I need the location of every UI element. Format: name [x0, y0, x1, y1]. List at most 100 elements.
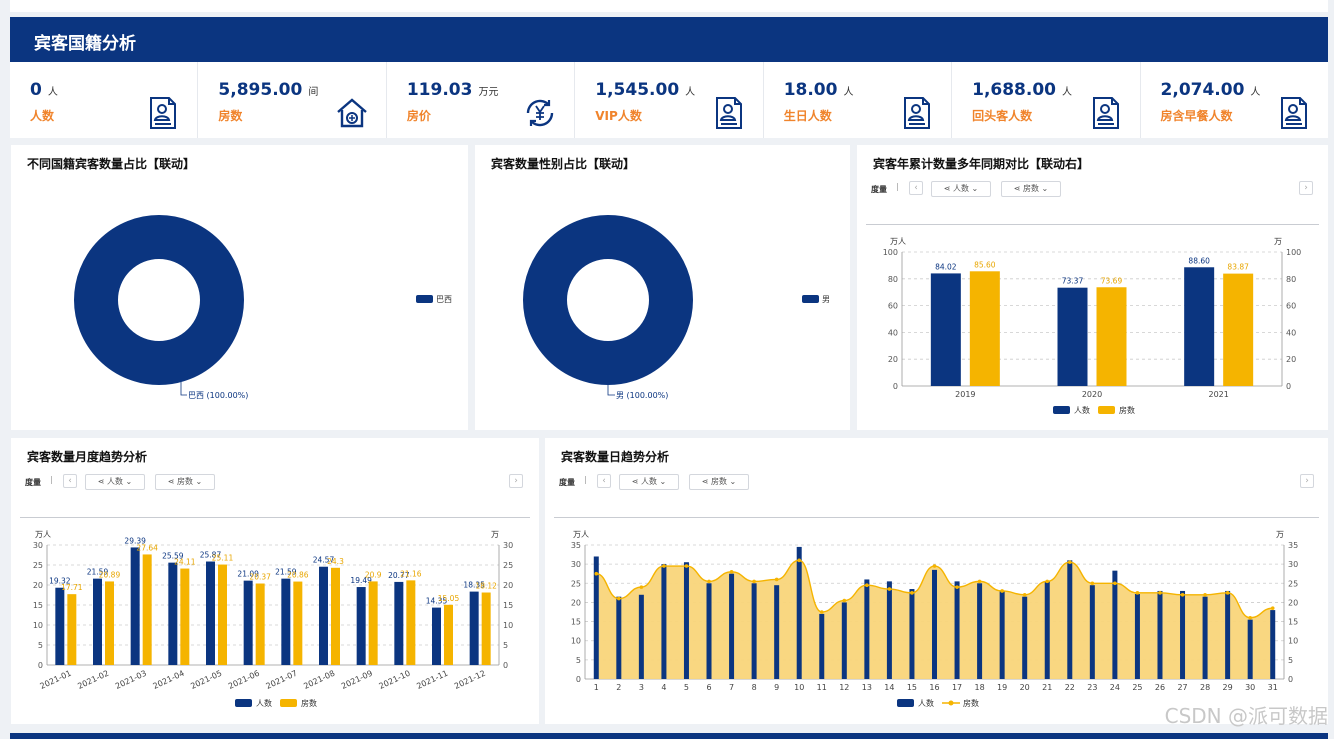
kpi-card-birthday[interactable]: 18.00 人 生日人数	[763, 62, 953, 138]
legend-item[interactable]: 房数	[963, 698, 979, 708]
bar-人数-27[interactable]	[1180, 590, 1186, 679]
bar-人数-2021-03[interactable]	[130, 547, 140, 665]
scroll-left-button[interactable]: ‹	[597, 474, 611, 488]
bar-人数-31[interactable]	[1270, 610, 1276, 679]
bar-人数-2021-06[interactable]	[243, 580, 253, 665]
donut-slice-brazil[interactable]	[74, 215, 244, 385]
bar-房数-2021-07[interactable]	[293, 581, 303, 665]
scroll-right-button[interactable]: ›	[1300, 474, 1314, 488]
data-label: 24.11	[174, 558, 196, 567]
bar-人数-2021-12[interactable]	[469, 591, 479, 665]
bar-房数-2021-08[interactable]	[331, 567, 340, 665]
bar-人数-3[interactable]	[638, 594, 644, 679]
bar-人数-14[interactable]	[886, 581, 892, 679]
bar-人数-6[interactable]	[706, 583, 712, 679]
bar-人数-10[interactable]	[796, 546, 802, 679]
donut-slice-male[interactable]	[523, 215, 693, 385]
bar-人数-23[interactable]	[1089, 585, 1095, 679]
bar-人数-1[interactable]	[593, 556, 599, 679]
bar-人数-2021-02[interactable]	[93, 578, 102, 665]
bar-人数-7[interactable]	[729, 573, 735, 679]
line-point	[639, 585, 644, 589]
kpi-value: 18.00 人	[783, 80, 854, 100]
bar-房数-2021-02[interactable]	[105, 581, 114, 665]
legend-item[interactable]: 男	[822, 295, 830, 304]
legend-item[interactable]: 房数	[301, 698, 317, 708]
legend-swatch[interactable]	[416, 295, 433, 303]
bar-人数-2021-01[interactable]	[55, 587, 65, 665]
bar-人数-2021-11[interactable]	[432, 607, 441, 665]
kpi-card-rooms[interactable]: 5,895.00 间 房数	[198, 62, 387, 138]
bar-人数-2[interactable]	[616, 596, 622, 679]
bar-人数-22[interactable]	[1067, 560, 1073, 679]
bar-房数-2021-12[interactable]	[481, 592, 491, 665]
bar-人数-2021-05[interactable]	[206, 561, 215, 665]
bar-人数-2021-04[interactable]	[168, 562, 178, 665]
legend-item[interactable]: 人数	[918, 698, 934, 708]
scroll-left-button[interactable]: ‹	[63, 474, 77, 488]
bar-人数-9[interactable]	[774, 585, 780, 679]
scroll-right-button[interactable]: ›	[1299, 181, 1313, 195]
kpi-card-price[interactable]: 119.03 万元 房价	[386, 62, 576, 138]
measure-button-guests[interactable]: ⋖ 人数 ⌄	[931, 181, 991, 197]
bar-人数-12[interactable]	[841, 602, 847, 679]
bar-人数-18[interactable]	[977, 583, 983, 679]
bar-房数-2021-10[interactable]	[406, 580, 416, 665]
bar-人数-2021-09[interactable]	[356, 587, 366, 665]
bar-人数-26[interactable]	[1157, 590, 1163, 679]
bar-人数-16[interactable]	[932, 569, 937, 679]
measure-button-rooms[interactable]: ⋖ 房数 ⌄	[1001, 181, 1061, 197]
measure-button-rooms[interactable]: ⋖ 房数 ⌄	[689, 474, 749, 490]
bar-房数-2021-01[interactable]	[67, 594, 77, 665]
bar-房数-2019[interactable]	[969, 271, 1000, 386]
legend-swatch[interactable]	[802, 295, 819, 303]
kpi-card-returning[interactable]: 1,688.00 人 回头客人数	[952, 62, 1141, 138]
legend-item[interactable]: 房数	[1119, 405, 1135, 415]
bar-人数-13[interactable]	[864, 579, 870, 679]
bar-人数-21[interactable]	[1044, 581, 1050, 679]
x-tick-label: 2021-09	[340, 669, 374, 691]
bar-人数-2021-07[interactable]	[281, 578, 291, 665]
legend-item[interactable]: 人数	[1074, 405, 1090, 415]
measure-button-guests[interactable]: ⋖ 人数 ⌄	[619, 474, 679, 490]
scroll-left-button[interactable]: ‹	[909, 181, 923, 195]
panel-title: 宾客数量月度趋势分析	[27, 450, 148, 464]
legend-item[interactable]: 人数	[256, 698, 272, 708]
bar-人数-25[interactable]	[1134, 594, 1140, 679]
bar-人数-8[interactable]	[751, 583, 757, 679]
kpi-value: 119.03 万元	[406, 80, 499, 100]
bar-人数-24[interactable]	[1112, 570, 1118, 679]
measure-button-guests[interactable]: ⋖ 人数 ⌄	[85, 474, 145, 490]
scroll-right-button[interactable]: ›	[509, 474, 523, 488]
bar-人数-28[interactable]	[1202, 596, 1208, 679]
bar-人数-2021-10[interactable]	[394, 581, 404, 665]
bar-人数-15[interactable]	[909, 589, 915, 679]
kpi-card-breakfast[interactable]: 2,074.00 人 房含早餐人数	[1140, 62, 1328, 138]
bar-人数-29[interactable]	[1225, 590, 1231, 679]
kpi-card-vip[interactable]: 1,545.00 人 VIP人数	[575, 62, 764, 138]
bar-人数-4[interactable]	[661, 564, 667, 679]
bar-房数-2021-03[interactable]	[142, 554, 152, 665]
legend-swatch	[1098, 406, 1115, 414]
x-tick-label: 11	[817, 683, 827, 692]
bar-人数-11[interactable]	[819, 613, 825, 679]
bar-人数-17[interactable]	[954, 581, 960, 679]
bar-房数-2021-04[interactable]	[180, 568, 190, 665]
bar-人数-2021[interactable]	[1184, 267, 1215, 386]
bar-房数-2021-05[interactable]	[218, 564, 227, 665]
bar-人数-2021-08[interactable]	[319, 566, 328, 665]
bar-房数-2021-09[interactable]	[368, 581, 378, 665]
bar-人数-2019[interactable]	[930, 273, 961, 386]
bar-人数-19[interactable]	[999, 590, 1005, 679]
bar-房数-2021[interactable]	[1223, 273, 1254, 386]
measure-button-rooms[interactable]: ⋖ 房数 ⌄	[155, 474, 215, 490]
bar-房数-2021-11[interactable]	[444, 604, 453, 665]
bar-人数-5[interactable]	[683, 562, 689, 679]
bar-人数-2020[interactable]	[1057, 287, 1088, 386]
bar-房数-2021-06[interactable]	[255, 583, 265, 665]
legend-item[interactable]: 巴西	[436, 295, 452, 304]
bar-房数-2020[interactable]	[1096, 287, 1127, 386]
bar-人数-30[interactable]	[1247, 619, 1253, 679]
bar-人数-20[interactable]	[1022, 596, 1028, 679]
